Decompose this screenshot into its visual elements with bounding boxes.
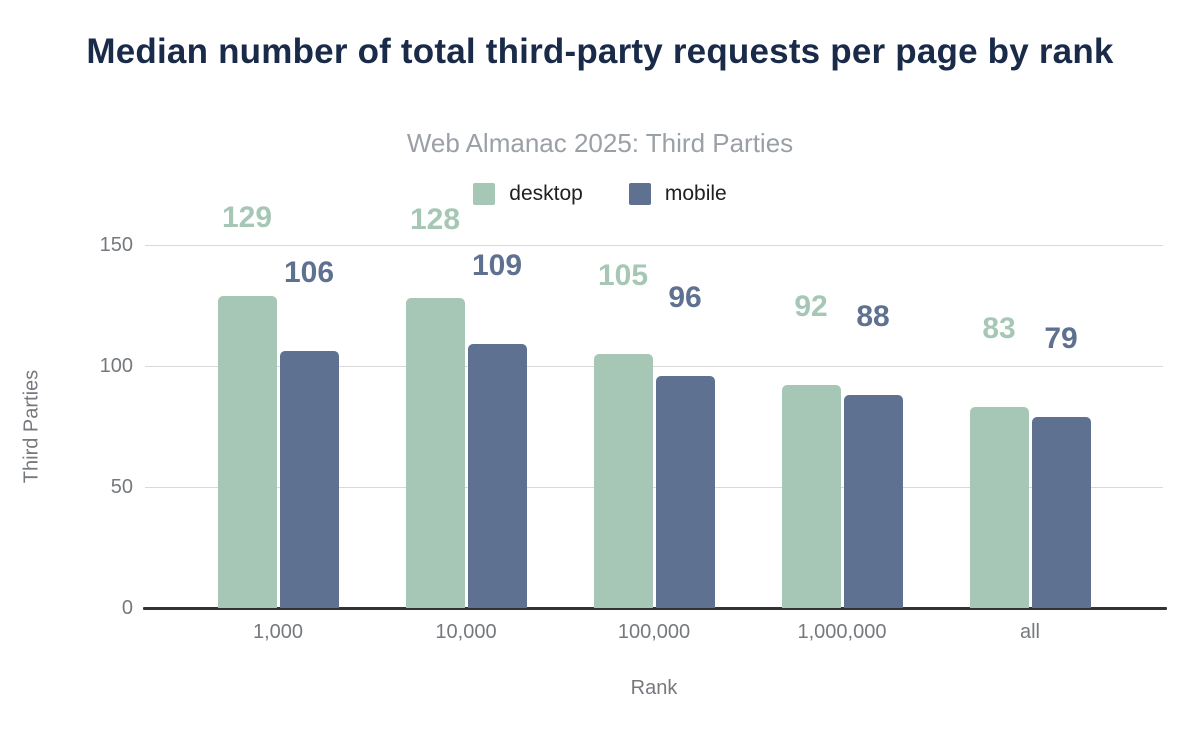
legend: desktop mobile [0, 183, 1200, 205]
x-axis-title: Rank [630, 677, 678, 699]
bar-desktop-100,000 [593, 353, 653, 608]
legend-item-mobile: mobile [628, 182, 727, 205]
bar-value-label: 79 [1044, 321, 1078, 355]
bar-desktop-all [969, 407, 1029, 608]
legend-item-desktop: desktop [473, 183, 583, 205]
bar-desktop-10,000 [405, 298, 465, 608]
bar-value-label: 92 [794, 290, 828, 324]
y-tick-label: 100 [99, 355, 133, 377]
x-tick-label: 1,000,000 [797, 621, 887, 643]
bar-value-label: 83 [982, 312, 1016, 346]
bar-desktop-1,000 [217, 295, 277, 608]
x-tick-label: 1,000 [252, 621, 304, 643]
bar-value-label: 106 [283, 256, 335, 290]
y-tick-label: 0 [121, 597, 133, 619]
x-axis-line [143, 606, 1167, 610]
bar-mobile-1,000,000 [843, 395, 903, 608]
legend-label-mobile: mobile [664, 182, 727, 205]
bar-mobile-100,000 [655, 375, 715, 608]
legend-label-desktop: desktop [509, 182, 583, 205]
bar-mobile-1,000 [279, 351, 339, 608]
bar-value-label: 96 [668, 280, 702, 314]
bar-value-label: 109 [471, 249, 523, 283]
y-axis-title: Third Parties [20, 369, 43, 484]
bar-mobile-all [1031, 416, 1091, 608]
y-tick-label: 50 [110, 476, 133, 498]
desktop-swatch-icon [473, 183, 496, 205]
gridline [145, 245, 1163, 246]
chart-subtitle: Web Almanac 2025: Third Parties [406, 128, 794, 158]
bar-value-label: 128 [409, 203, 461, 237]
bar-value-label: 88 [856, 300, 890, 334]
y-tick-label: 150 [99, 234, 133, 256]
bar-desktop-1,000,000 [781, 385, 841, 608]
bar-value-label: 105 [597, 258, 649, 292]
bar-mobile-10,000 [467, 344, 527, 608]
x-tick-label: 100,000 [617, 621, 691, 643]
gridline [145, 487, 1163, 488]
gridline [145, 366, 1163, 367]
mobile-swatch-icon [628, 183, 651, 205]
chart-title: Median number of total third-party reque… [86, 32, 1114, 71]
x-tick-label: 10,000 [435, 621, 497, 643]
x-tick-label: all [1019, 621, 1040, 643]
bar-value-label: 129 [221, 200, 273, 234]
